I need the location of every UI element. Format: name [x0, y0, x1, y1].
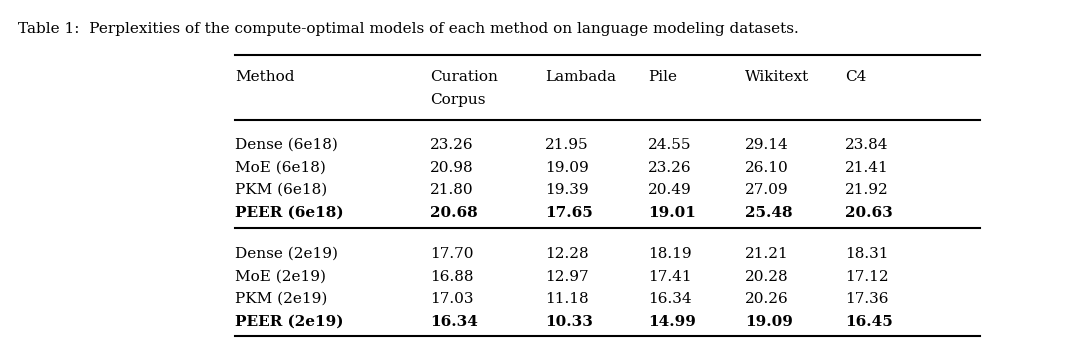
- Text: PKM (6e18): PKM (6e18): [235, 183, 327, 197]
- Text: 19.09: 19.09: [745, 315, 793, 329]
- Text: C4: C4: [845, 70, 866, 84]
- Text: 21.95: 21.95: [545, 138, 589, 152]
- Text: 20.49: 20.49: [648, 183, 692, 197]
- Text: Table 1:  Perplexities of the compute-optimal models of each method on language : Table 1: Perplexities of the compute-opt…: [18, 22, 799, 36]
- Text: 17.36: 17.36: [845, 292, 889, 306]
- Text: 26.10: 26.10: [745, 161, 788, 175]
- Text: 19.01: 19.01: [648, 206, 696, 220]
- Text: Corpus: Corpus: [430, 93, 486, 107]
- Text: Dense (2e19): Dense (2e19): [235, 247, 338, 261]
- Text: 19.39: 19.39: [545, 183, 589, 197]
- Text: 21.21: 21.21: [745, 247, 788, 261]
- Text: 21.80: 21.80: [430, 183, 474, 197]
- Text: 25.48: 25.48: [745, 206, 793, 220]
- Text: 16.34: 16.34: [648, 292, 691, 306]
- Text: 23.26: 23.26: [430, 138, 474, 152]
- Text: 18.19: 18.19: [648, 247, 691, 261]
- Text: Wikitext: Wikitext: [745, 70, 809, 84]
- Text: PEER (6e18): PEER (6e18): [235, 206, 343, 220]
- Text: 20.63: 20.63: [845, 206, 893, 220]
- Text: MoE (6e18): MoE (6e18): [235, 161, 326, 175]
- Text: 16.88: 16.88: [430, 270, 473, 284]
- Text: 21.41: 21.41: [845, 161, 889, 175]
- Text: 21.92: 21.92: [845, 183, 889, 197]
- Text: Pile: Pile: [648, 70, 677, 84]
- Text: 20.26: 20.26: [745, 292, 788, 306]
- Text: Method: Method: [235, 70, 295, 84]
- Text: 24.55: 24.55: [648, 138, 691, 152]
- Text: 16.34: 16.34: [430, 315, 477, 329]
- Text: 20.68: 20.68: [430, 206, 477, 220]
- Text: Lambada: Lambada: [545, 70, 616, 84]
- Text: 10.33: 10.33: [545, 315, 593, 329]
- Text: 17.41: 17.41: [648, 270, 691, 284]
- Text: 11.18: 11.18: [545, 292, 589, 306]
- Text: 29.14: 29.14: [745, 138, 788, 152]
- Text: 17.65: 17.65: [545, 206, 593, 220]
- Text: 17.03: 17.03: [430, 292, 473, 306]
- Text: Dense (6e18): Dense (6e18): [235, 138, 338, 152]
- Text: 19.09: 19.09: [545, 161, 589, 175]
- Text: MoE (2e19): MoE (2e19): [235, 270, 326, 284]
- Text: 20.28: 20.28: [745, 270, 788, 284]
- Text: Curation: Curation: [430, 70, 498, 84]
- Text: 16.45: 16.45: [845, 315, 893, 329]
- Text: 18.31: 18.31: [845, 247, 889, 261]
- Text: PKM (2e19): PKM (2e19): [235, 292, 327, 306]
- Text: 14.99: 14.99: [648, 315, 696, 329]
- Text: 12.28: 12.28: [545, 247, 589, 261]
- Text: 20.98: 20.98: [430, 161, 474, 175]
- Text: 23.26: 23.26: [648, 161, 691, 175]
- Text: 23.84: 23.84: [845, 138, 889, 152]
- Text: PEER (2e19): PEER (2e19): [235, 315, 343, 329]
- Text: 27.09: 27.09: [745, 183, 788, 197]
- Text: 12.97: 12.97: [545, 270, 589, 284]
- Text: 17.70: 17.70: [430, 247, 473, 261]
- Text: 17.12: 17.12: [845, 270, 889, 284]
